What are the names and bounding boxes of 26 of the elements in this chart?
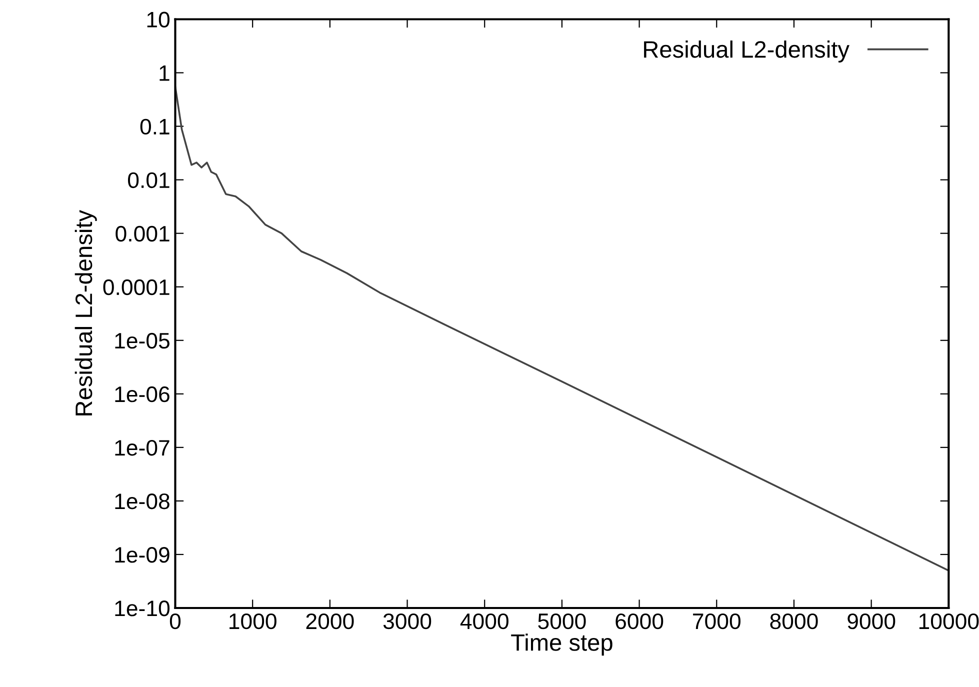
x-tick-label: 6000 <box>616 613 664 630</box>
x-tick-label: 3000 <box>383 613 432 630</box>
y-axis-title: Residual L2-density <box>74 210 97 416</box>
legend-label: Residual L2-density <box>644 40 850 62</box>
x-tick-label: 8000 <box>770 613 818 630</box>
y-tick-label: 1e-09 <box>115 547 170 563</box>
y-tick-label: 0.01 <box>128 172 170 188</box>
x-tick-label: 2000 <box>306 613 354 630</box>
x-tick-label: 0 <box>170 613 181 630</box>
x-tick-label: 4000 <box>460 613 508 630</box>
x-tick-label: 9000 <box>848 613 896 630</box>
y-tick-label: 0.0001 <box>103 279 170 296</box>
y-tick-label: 1e-06 <box>115 386 170 402</box>
x-tick-label: 10000 <box>919 613 979 630</box>
y-tick-label: 1 <box>160 66 170 81</box>
y-tick-label: 1e-05 <box>115 332 170 349</box>
y-tick-label: 10 <box>147 12 170 28</box>
y-tick-label: 0.1 <box>140 118 170 135</box>
y-tick-label: 1e-08 <box>115 493 170 510</box>
y-tick-label: 1e-07 <box>115 440 170 456</box>
x-axis-title: Time step <box>511 634 612 656</box>
x-tick-label: 7000 <box>693 613 740 630</box>
x-tick-label: 5000 <box>538 613 586 630</box>
x-tick-label: 1000 <box>230 613 276 630</box>
y-tick-label: 0.001 <box>116 226 170 242</box>
y-tick-label: 1e-10 <box>115 600 170 616</box>
